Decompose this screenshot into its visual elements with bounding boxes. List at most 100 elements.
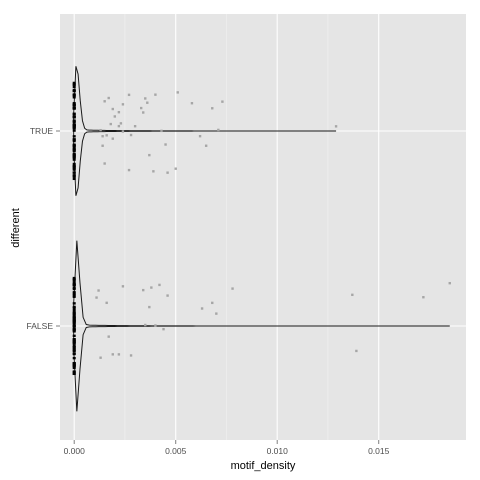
data-point [101,135,104,138]
data-point [117,110,121,114]
data-point [105,301,108,305]
data-point [72,356,76,360]
data-point [217,128,220,132]
data-point [72,104,76,107]
y-tick-label: FALSE [27,321,54,331]
data-point [95,296,98,299]
data-point [72,119,76,122]
data-point [72,152,76,156]
data-point [117,124,121,128]
data-point [164,143,167,146]
data-point [72,292,76,295]
data-point [148,305,151,309]
data-point [198,134,202,138]
y-axis: FALSE TRUE [27,126,60,331]
data-point [72,372,76,376]
data-point [72,126,76,130]
data-point [154,93,157,96]
data-point [72,125,76,128]
data-point [144,323,147,327]
data-point [111,353,114,356]
data-point [72,166,76,169]
data-point [144,97,147,100]
data-point [72,349,76,352]
data-point [107,96,110,100]
data-point [72,89,76,93]
violins [73,66,450,412]
data-point [142,288,145,292]
data-point [146,101,149,104]
data-point [72,362,76,365]
data-point [72,319,76,322]
x-axis: 0.000 0.005 0.010 0.015 [64,440,390,456]
data-point [152,170,155,173]
data-point [121,103,125,106]
data-point [72,139,76,143]
data-point [72,344,76,347]
plot-panel [60,14,466,440]
x-tick-label: 0.015 [368,446,390,456]
data-point [129,133,133,137]
data-point [204,144,208,147]
data-point [72,291,76,294]
data-point [111,107,114,111]
data-point [351,293,354,297]
data-point [103,162,106,165]
data-point [133,125,137,128]
data-point [99,356,102,359]
grid-minor-x [124,14,329,440]
y-axis-title: different [10,208,22,248]
data-point [174,167,177,170]
data-point [72,143,76,146]
data-point [72,330,76,333]
data-point [119,122,123,125]
data-point [72,81,76,85]
data-point [72,302,76,305]
data-point [99,128,102,132]
data-point [72,325,76,328]
data-point [72,149,76,152]
x-tick-label: 0.010 [267,446,289,456]
data-point [97,289,100,292]
data-point [72,308,76,312]
data-point [72,135,76,138]
data-point [107,335,110,338]
violin-false [73,240,450,412]
data-point [231,287,234,290]
data-point [111,137,114,140]
data-point [72,124,76,127]
data-point [72,171,76,174]
data-point [72,294,76,297]
data-point [72,85,76,89]
data-point [72,121,76,124]
data-point [72,93,76,96]
data-point [162,327,165,331]
data-point [72,306,76,310]
data-point [72,138,76,141]
data-point [160,129,163,133]
data-point [72,321,76,324]
data-point [72,314,76,317]
data-point [72,106,76,110]
data-point [72,168,76,171]
data-point [221,100,224,103]
data-point [166,294,169,297]
data-point [166,171,169,174]
data-point [142,111,145,114]
data-point [72,276,76,280]
data-point [72,346,76,349]
data-point [72,83,76,86]
data-point [211,107,214,110]
y-tick-label: TRUE [30,126,53,136]
data-point [355,349,358,353]
data-point [72,352,76,355]
x-tick-label: 0.000 [64,446,86,456]
data-point [72,295,76,298]
data-point [121,130,125,133]
data-point [211,301,214,305]
data-point [72,283,76,286]
data-point [72,129,76,132]
data-point [72,340,76,343]
data-point [72,145,76,148]
